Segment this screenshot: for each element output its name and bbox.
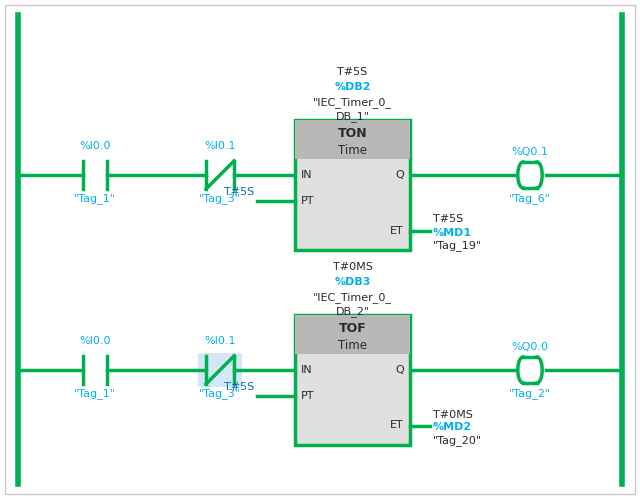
Text: T#5S: T#5S: [224, 382, 254, 392]
Text: TON: TON: [338, 127, 367, 140]
Text: %I0.0: %I0.0: [79, 141, 111, 151]
Text: IN: IN: [301, 365, 312, 375]
Text: %MD1: %MD1: [433, 228, 472, 238]
Text: PT: PT: [301, 391, 314, 401]
Text: "Tag_3": "Tag_3": [199, 193, 241, 204]
Text: %DB3: %DB3: [334, 277, 371, 287]
Text: Time: Time: [338, 339, 367, 352]
Bar: [295, 120, 410, 159]
Text: %MD2: %MD2: [433, 423, 472, 433]
Text: T#5S: T#5S: [433, 215, 463, 225]
Text: Q: Q: [396, 365, 404, 375]
Text: %DB2: %DB2: [334, 82, 371, 92]
Bar: [198, 353, 242, 387]
Text: "IEC_Timer_0_: "IEC_Timer_0_: [313, 292, 392, 303]
Bar: [295, 315, 410, 354]
Text: T#0MS: T#0MS: [333, 262, 372, 272]
Text: %I0.1: %I0.1: [204, 336, 236, 346]
Text: Q: Q: [396, 170, 404, 180]
Text: %I0.1: %I0.1: [204, 141, 236, 151]
Text: "Tag_6": "Tag_6": [509, 193, 551, 204]
Bar: [295, 120, 410, 250]
Text: T#5S: T#5S: [224, 187, 254, 197]
Text: "Tag_20": "Tag_20": [433, 436, 482, 447]
Text: TOF: TOF: [339, 322, 366, 335]
Text: %Q0.0: %Q0.0: [511, 342, 548, 352]
Text: "Tag_1": "Tag_1": [74, 388, 116, 399]
Text: "Tag_19": "Tag_19": [433, 241, 482, 251]
Text: %I0.0: %I0.0: [79, 336, 111, 346]
Text: "Tag_1": "Tag_1": [74, 193, 116, 204]
Text: "IEC_Timer_0_: "IEC_Timer_0_: [313, 97, 392, 108]
Text: ET: ET: [390, 226, 404, 236]
Text: IN: IN: [301, 170, 312, 180]
Text: DB_1": DB_1": [335, 111, 369, 122]
Text: ET: ET: [390, 421, 404, 431]
Text: DB_2": DB_2": [335, 306, 369, 317]
Text: "Tag_3": "Tag_3": [199, 388, 241, 399]
Text: "Tag_2": "Tag_2": [509, 388, 551, 399]
Bar: [295, 315, 410, 445]
Text: T#0MS: T#0MS: [433, 410, 473, 420]
Text: T#5S: T#5S: [337, 67, 367, 77]
Text: %Q0.1: %Q0.1: [511, 147, 548, 157]
Text: PT: PT: [301, 196, 314, 206]
Text: Time: Time: [338, 144, 367, 157]
